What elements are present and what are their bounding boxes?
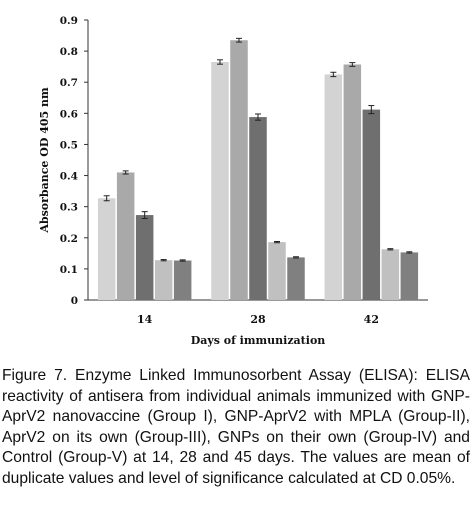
bar-42-series-1	[324, 74, 343, 300]
y-tick-label: 0.1	[60, 264, 78, 276]
bar-28-series-3	[249, 117, 267, 300]
bar-14-series-4	[154, 260, 173, 300]
bar-28-series-5	[287, 257, 305, 300]
x-tick-label: 28	[250, 313, 266, 326]
x-tick-label: 42	[364, 313, 379, 326]
y-tick-label: 0.9	[60, 15, 78, 27]
y-tick-label: 0.4	[60, 171, 78, 183]
y-tick-label: 0.7	[60, 77, 78, 89]
bar-42-series-2	[343, 64, 362, 300]
bar-14-series-5	[173, 260, 192, 300]
x-axis-title: Days of immunization	[191, 334, 326, 347]
bar-42-series-3	[362, 109, 381, 300]
x-tick-label: 14	[137, 313, 153, 326]
bar-14-series-3	[135, 215, 154, 300]
y-tick-label: 0.2	[60, 233, 78, 245]
bar-42-series-5	[400, 252, 419, 300]
y-tick-label: 0.5	[60, 139, 78, 151]
y-tick-label: 0.8	[60, 46, 78, 58]
y-tick-label: 0	[71, 295, 78, 307]
x-axis-tick-labels: 14 28 42	[137, 313, 379, 326]
figure-caption: Figure 7. Enzyme Linked Immunosorbent As…	[2, 366, 470, 489]
bar-14-series-1	[97, 198, 116, 300]
y-tick-label: 0.6	[60, 108, 78, 120]
figure-label: Figure 7.	[2, 367, 68, 384]
elisa-bar-chart: 0 0.1 0.2 0.3 0.4 0.5 0.6 0.7 0.8 0.9 14 28 42 Days…	[38, 15, 428, 347]
bar-series-group	[97, 37, 419, 300]
bar-28-series-2	[230, 40, 248, 300]
bar-28-series-4	[268, 242, 286, 300]
y-axis-title: Absorbance OD 405 nm	[38, 87, 51, 234]
bar-28-series-1	[211, 62, 229, 300]
bar-14-series-2	[116, 172, 135, 300]
caption-text: Enzyme Linked Immunosorbent Assay (ELISA…	[2, 367, 470, 487]
y-tick-label: 0.3	[60, 202, 78, 214]
y-axis-ticks: 0 0.1 0.2 0.3 0.4 0.5 0.6 0.7 0.8 0.9	[60, 15, 88, 307]
bar-42-series-4	[381, 249, 400, 300]
